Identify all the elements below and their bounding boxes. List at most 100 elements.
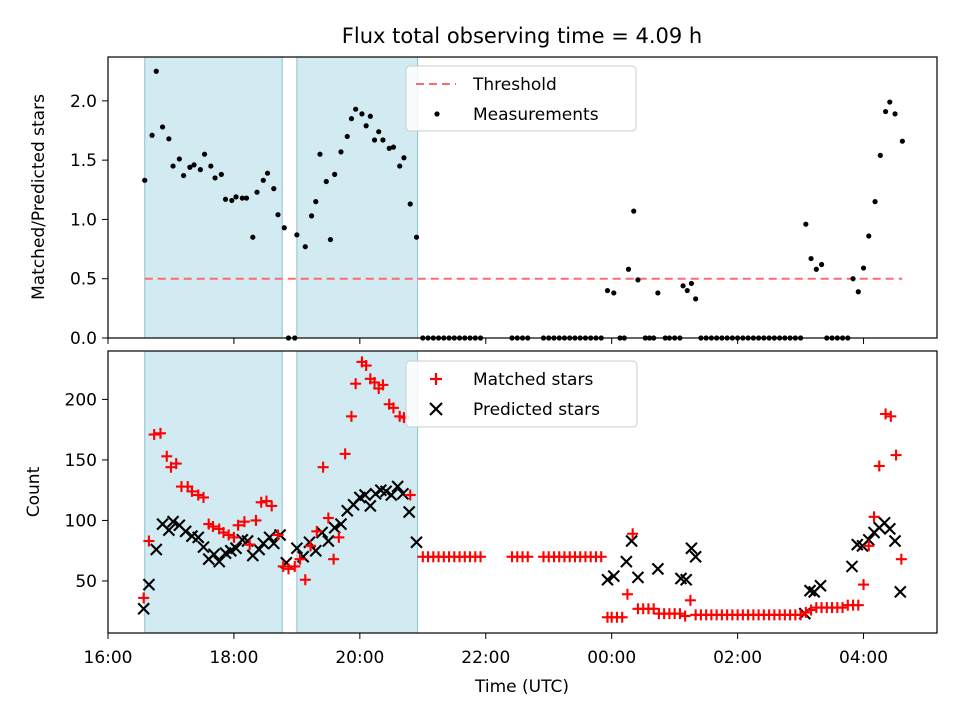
predicted-stars-point-27 — [290, 542, 304, 555]
x-tick-label-4: 22:00 — [461, 648, 510, 668]
measurement-point-49 — [390, 144, 397, 150]
matched-stars-point-48 — [387, 402, 399, 414]
predicted-stars-point-10 — [192, 531, 205, 544]
legend-matched-label: Matched stars — [473, 370, 593, 390]
measurement-point-18 — [233, 194, 239, 200]
top-panel: 0.00.51.01.52.0 Matched/Predicted stars … — [29, 56, 938, 349]
predicted-stars-point-31 — [315, 526, 329, 539]
measurement-point-44 — [367, 113, 373, 119]
x-tick-label-2: 18:00 — [209, 648, 258, 668]
matched-stars-point-17 — [223, 529, 235, 541]
measurement-point-24 — [264, 170, 271, 176]
matched-stars-point-33 — [311, 525, 323, 537]
measurement-point-25 — [271, 186, 277, 192]
measurement-point-32 — [308, 213, 315, 219]
matched-stars-point-95 — [679, 610, 691, 622]
matched-stars-point-118 — [800, 606, 812, 618]
top-legend: Threshold Measurements — [405, 65, 637, 132]
matched-stars-point-2 — [143, 535, 155, 547]
top-observing-window-1 — [144, 56, 283, 339]
predicted-stars-point-38 — [358, 488, 372, 502]
matched-stars-point-89 — [648, 603, 660, 615]
measurement-point-133 — [866, 233, 872, 239]
matched-stars-point-39 — [345, 410, 357, 422]
matched-stars-point-129 — [858, 579, 870, 591]
matched-stars-point-119 — [805, 604, 817, 616]
bottom-observing-window-1 — [144, 350, 283, 634]
matched-stars-point-28 — [282, 563, 294, 575]
measurement-point-17 — [229, 197, 235, 204]
matched-stars-point-5 — [161, 450, 173, 462]
matched-stars-point-84 — [621, 588, 633, 600]
predicted-stars-point-51 — [625, 534, 638, 548]
matched-stars-series — [138, 356, 907, 623]
measurement-point-83 — [611, 290, 617, 296]
measurement-point-51 — [401, 155, 407, 161]
measurement-point-16 — [222, 196, 229, 202]
predicted-stars-point-47 — [410, 535, 423, 549]
predicted-stars-point-39 — [364, 499, 377, 513]
matched-stars-point-21 — [244, 539, 256, 551]
predicted-stars-point-40 — [369, 487, 382, 501]
measurement-point-97 — [680, 283, 686, 289]
predicted-stars-point-50 — [620, 555, 633, 568]
measurement-point-134 — [872, 199, 878, 205]
matched-stars-point-10 — [186, 485, 198, 497]
measurement-point-42 — [359, 111, 365, 117]
predicted-stars-point-33 — [328, 521, 341, 534]
matched-stars-point-12 — [197, 491, 209, 503]
measurement-point-10 — [191, 162, 197, 168]
measurement-point-35 — [323, 178, 329, 185]
matched-stars-point-30 — [294, 553, 306, 565]
matched-stars-point-132 — [873, 460, 885, 472]
measurement-point-138 — [892, 111, 898, 117]
measurement-point-99 — [688, 280, 695, 287]
bottom-legend-box — [405, 360, 638, 428]
measurement-point-98 — [684, 287, 690, 294]
measurement-point-38 — [338, 149, 344, 155]
measurement-point-31 — [302, 244, 308, 250]
matched-stars-point-46 — [377, 379, 389, 391]
x-tick-label-1: 16:00 — [84, 648, 133, 668]
predicted-stars-point-43 — [385, 488, 398, 502]
x-tick-label-3: 20:00 — [335, 648, 384, 668]
matched-stars-point-38 — [339, 448, 351, 460]
predicted-stars-point-65 — [862, 533, 876, 547]
predicted-stars-point-17 — [229, 542, 243, 555]
measurement-point-132 — [860, 265, 867, 271]
predicted-stars-point-23 — [263, 531, 276, 544]
legend-threshold-label: Threshold — [472, 75, 557, 95]
bottom-panel: 16:00 18:00 20:00 22:00 00:00 02:00 04:00 50 100… — [24, 350, 938, 697]
measurement-point-82 — [604, 287, 611, 294]
measurement-point-3 — [153, 68, 159, 74]
measurement-point-41 — [353, 106, 359, 112]
measurement-point-87 — [631, 208, 637, 214]
matched-stars-point-22 — [250, 514, 262, 526]
measurement-point-26 — [275, 212, 281, 218]
predicted-stars-point-32 — [322, 534, 335, 548]
predicted-stars-point-5 — [162, 523, 176, 537]
matched-stars-point-133 — [880, 408, 892, 420]
predicted-stars-point-70 — [888, 534, 902, 548]
measurement-point-13 — [208, 163, 214, 169]
top-plot-frame — [107, 56, 938, 339]
predicted-stars-point-1 — [137, 602, 150, 616]
bottom-y-tick-label-3: 150 — [65, 451, 97, 471]
predicted-stars-point-59 — [803, 584, 817, 597]
predicted-stars-point-46 — [402, 505, 416, 519]
top-y-tick-label-2: 0.5 — [70, 270, 97, 290]
matched-stars-point-67 — [522, 551, 534, 563]
x-tick-label-6: 02:00 — [713, 648, 762, 668]
matched-stars-point-117 — [795, 609, 807, 621]
x-tick-label-7: 04:00 — [839, 648, 888, 668]
matched-stars-point-24 — [260, 495, 272, 507]
matched-stars-point-125 — [837, 602, 849, 614]
legend-matched-swatch — [430, 373, 442, 385]
matched-stars-point-18 — [228, 531, 240, 543]
measurement-point-14 — [212, 175, 218, 181]
x-axis-label: Time (UTC) — [474, 677, 569, 697]
measurement-point-21 — [250, 234, 256, 240]
measurement-point-88 — [635, 277, 641, 283]
top-y-axis-label: Matched/Predicted stars — [29, 94, 49, 300]
